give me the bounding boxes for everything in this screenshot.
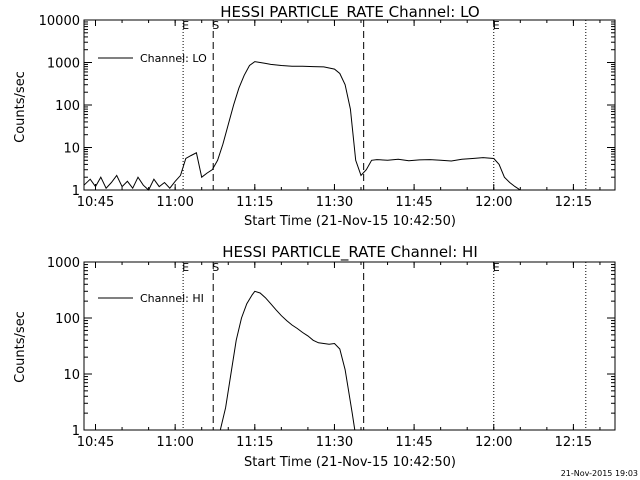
chart-title: HESSI PARTICLE_RATE Channel: LO <box>220 3 479 22</box>
x-tick-label: 11:30 <box>316 435 353 450</box>
x-tick-label: 12:00 <box>475 195 512 210</box>
legend-label: Channel: HI <box>140 292 204 305</box>
timestamp: 21-Nov-2015 19:03 <box>561 469 638 478</box>
y-tick-label: 1000 <box>47 57 80 72</box>
legend: Channel: LO <box>98 52 207 65</box>
y-axis-label: Counts/sec <box>13 71 28 143</box>
event-marker-label: E <box>182 19 189 32</box>
x-tick-label: 11:15 <box>236 195 273 210</box>
x-tick-label: 12:15 <box>555 195 592 210</box>
y-tick-label: 1 <box>72 184 80 199</box>
y-tick-label: 1000 <box>47 256 80 271</box>
x-tick-label: 11:15 <box>236 435 273 450</box>
event-marker-label: E <box>493 261 500 274</box>
y-tick-label: 1 <box>72 424 80 439</box>
y-tick-label: 100 <box>55 312 80 327</box>
series-group <box>83 61 615 191</box>
series-line <box>83 61 615 191</box>
y-tick-label: 10000 <box>39 14 80 29</box>
x-axis-label: Start Time (21-Nov-15 10:42:50) <box>244 455 456 470</box>
y-tick-label: 10 <box>63 368 80 383</box>
series-line <box>219 290 356 431</box>
event-marker-label: E <box>493 19 500 32</box>
x-tick-label: 11:45 <box>395 195 432 210</box>
legend-label: Channel: LO <box>140 52 207 65</box>
chart-panel-lo: HESSI PARTICLE_RATE Channel: LO Counts/s… <box>13 3 616 229</box>
axis-ticks: 10:45 11:00 11:15 11:30 11:45 12:00 12:15 1 10 10… <box>39 14 615 210</box>
x-tick-label: 11:45 <box>395 435 432 450</box>
legend: Channel: HI <box>98 292 204 305</box>
event-marker-label: E <box>182 261 189 274</box>
x-tick-label: 10:45 <box>77 435 114 450</box>
x-tick-label: 12:15 <box>555 435 592 450</box>
chart-panel-hi: HESSI PARTICLE_RATE Channel: HI Counts/s… <box>13 243 616 470</box>
series-group <box>219 290 356 431</box>
x-tick-label: 12:00 <box>475 435 512 450</box>
event-marker-label: S <box>212 19 219 32</box>
axis-ticks: 10:45 11:00 11:15 11:30 11:45 12:00 12:15 1 10 10… <box>47 256 615 450</box>
y-axis-label: Counts/sec <box>13 311 28 383</box>
x-tick-label: 10:45 <box>77 195 114 210</box>
x-tick-label: 11:00 <box>156 195 193 210</box>
event-marker-label: S <box>212 261 219 274</box>
y-tick-label: 100 <box>55 99 80 114</box>
plot-frame <box>83 261 616 431</box>
x-tick-label: 11:30 <box>316 195 353 210</box>
chart-title: HESSI PARTICLE_RATE Channel: HI <box>222 243 478 262</box>
x-axis-label: Start Time (21-Nov-15 10:42:50) <box>244 214 456 229</box>
y-tick-label: 10 <box>63 142 80 157</box>
x-tick-label: 11:00 <box>156 435 193 450</box>
